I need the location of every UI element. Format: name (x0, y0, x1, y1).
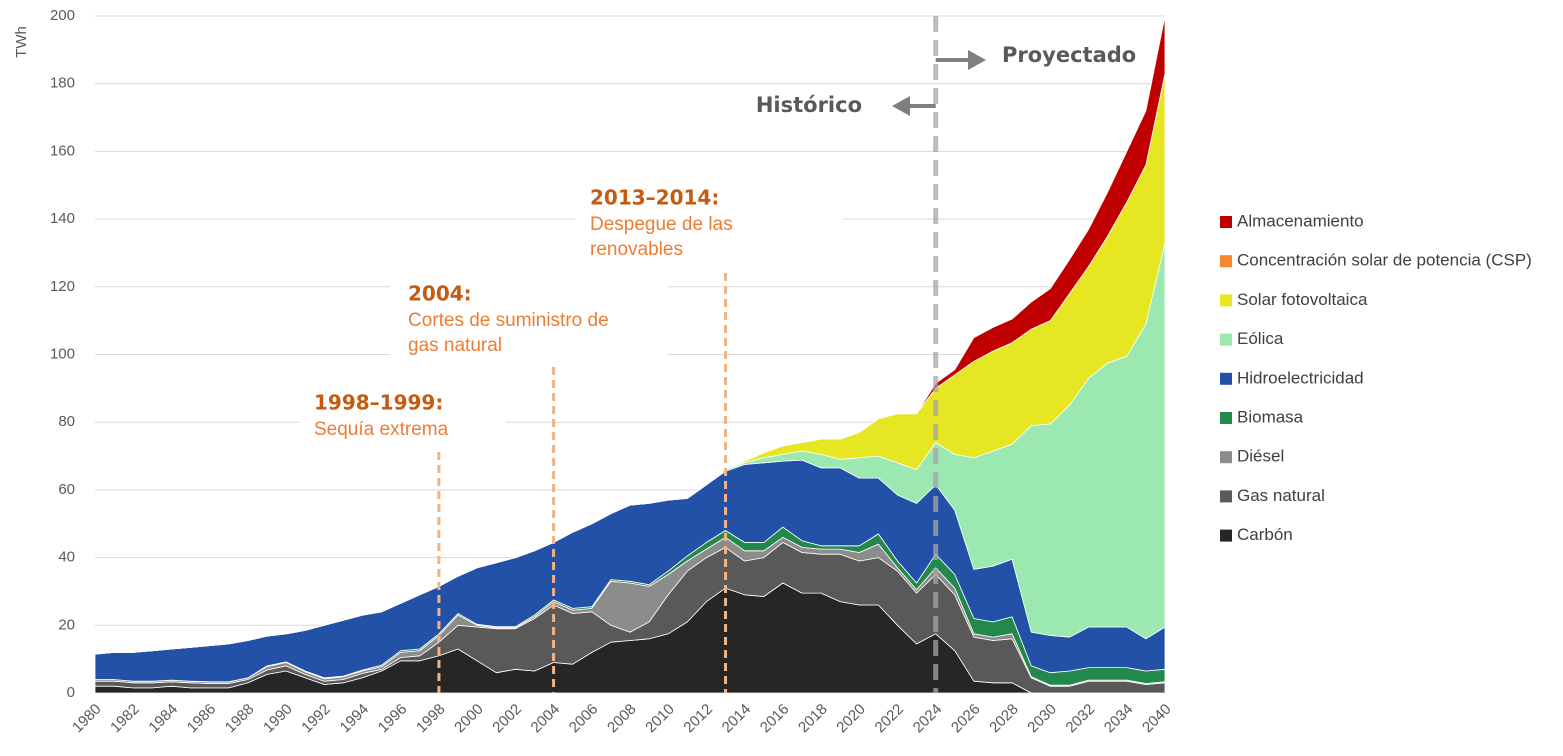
x-tick-label: 2012 (680, 701, 716, 737)
legend-label: Carbón (1237, 525, 1293, 544)
x-tick-label: 2028 (986, 701, 1022, 737)
x-tick-label: 2040 (1139, 701, 1175, 737)
legend-label: Biomasa (1237, 407, 1304, 426)
annotation-text: renovables (590, 239, 683, 260)
y-tick-label: 40 (58, 549, 75, 566)
legend-label: Eólica (1237, 329, 1284, 348)
y-axis-label: TWh (13, 26, 30, 58)
annotation-bg (300, 390, 506, 445)
x-tick-label: 2010 (642, 701, 678, 737)
legend-swatch (1220, 372, 1232, 385)
x-tick-label: 2022 (872, 701, 908, 737)
annotation-text: Cortes de suministro de (408, 310, 609, 331)
legend-label: Solar fotovoltaica (1237, 290, 1368, 309)
x-tick-label: 1998 (413, 701, 449, 737)
y-tick-label: 0 (67, 684, 75, 701)
x-tick-label: 2034 (1101, 701, 1137, 737)
areas (94, 15, 1166, 694)
area (94, 15, 1166, 655)
legend-swatch (1220, 451, 1232, 464)
legend-label: Hidroelectricidad (1237, 368, 1364, 387)
legend-swatch (1220, 294, 1232, 307)
legend-swatch (1220, 255, 1232, 268)
annotation-text: Despegue de las (590, 214, 733, 235)
x-tick-label: 2006 (566, 701, 602, 737)
x-tick-label: 2030 (1024, 701, 1060, 737)
legend-label: Diésel (1237, 447, 1284, 466)
y-tick-label: 200 (50, 7, 75, 24)
period-label: Histórico (756, 93, 862, 117)
y-tick-label: 60 (58, 481, 75, 498)
legend-swatch (1220, 333, 1232, 346)
x-tick-label: 1984 (145, 701, 181, 737)
legend-label: Gas natural (1237, 486, 1325, 505)
y-tick-label: 160 (50, 142, 75, 159)
legend-swatch (1220, 412, 1232, 424)
x-tick-label: 2024 (910, 701, 946, 737)
y-tick-label: 80 (58, 413, 75, 430)
x-tick-label: 2008 (604, 701, 640, 737)
arrow-head (892, 96, 910, 116)
legend-label: Concentración solar de potencia (CSP) (1237, 251, 1532, 270)
legend-swatch (1220, 490, 1232, 503)
x-tick-label: 2032 (1063, 701, 1099, 737)
legend-label: Almacenamiento (1237, 211, 1364, 230)
x-tick-label: 1994 (337, 701, 373, 737)
x-tick-label: 1990 (260, 701, 296, 737)
arrow-head (968, 50, 986, 70)
x-tick-label: 2000 (451, 701, 487, 737)
x-tick-label: 2014 (719, 701, 755, 737)
x-tick-label: 1980 (69, 701, 105, 737)
x-tick-label: 1982 (107, 701, 143, 737)
annotation-title: 1998–1999: (314, 391, 443, 415)
y-tick-label: 100 (50, 345, 75, 362)
x-tick-label: 2002 (489, 701, 525, 737)
legend-swatch (1220, 529, 1232, 542)
y-tick-label: 20 (58, 616, 75, 633)
x-tick-label: 1996 (375, 701, 411, 737)
y-tick-label: 140 (50, 210, 75, 227)
annotation-text: Sequía extrema (314, 419, 449, 440)
x-tick-label: 1992 (298, 701, 334, 737)
annotation-bg (390, 280, 668, 362)
x-tick-label: 1986 (184, 701, 220, 737)
annotation-text: gas natural (408, 335, 502, 356)
annotation-title: 2013–2014: (590, 186, 719, 210)
legend-swatch (1220, 216, 1232, 228)
annotation-title: 2004: (408, 282, 472, 306)
x-tick-label: 1988 (222, 701, 258, 737)
x-tick-label: 2004 (528, 701, 564, 737)
x-tick-label: 2018 (795, 701, 831, 737)
x-tick-label: 2020 (833, 701, 869, 737)
y-tick-label: 180 (50, 75, 75, 92)
period-label: Proyectado (1002, 43, 1136, 67)
x-tick-label: 2026 (948, 701, 984, 737)
annotation-bg (575, 185, 843, 267)
x-tick-label: 2016 (757, 701, 793, 737)
y-tick-label: 120 (50, 278, 75, 295)
overlay: Almacenamiento Concentración solar de pot… (300, 16, 1532, 693)
